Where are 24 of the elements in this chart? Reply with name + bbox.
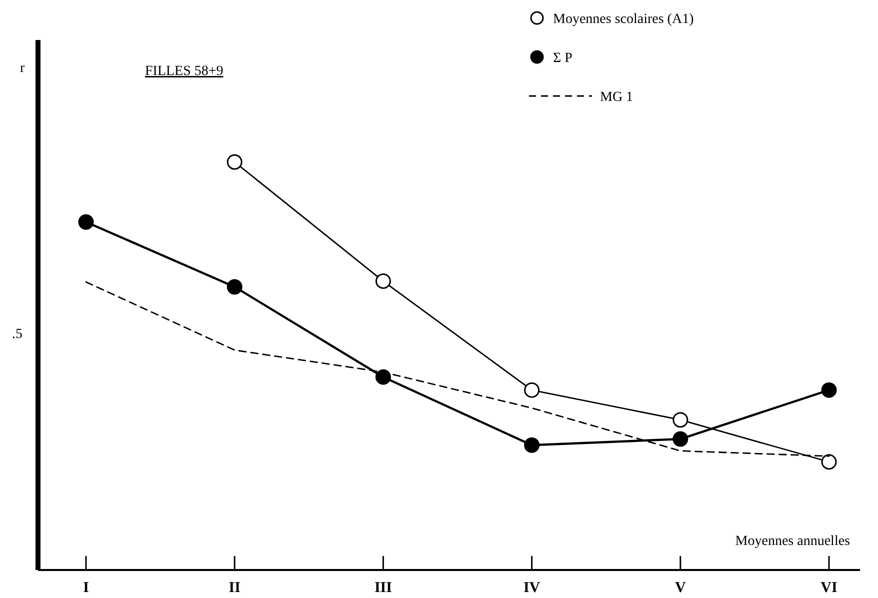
legend-label: Σ P [553,51,573,66]
point [375,273,391,289]
x-tick-label: V [674,580,686,596]
point [524,437,540,453]
text: r [20,61,25,76]
x-tick-label: III [374,580,392,596]
point [821,454,837,470]
point [226,279,242,295]
chart-title: FILLES 58+9 [145,64,224,79]
x-tick-label: IV [523,580,540,596]
point [672,431,688,447]
point [524,382,540,398]
x-tick-label: II [228,580,241,596]
x-axis-title: Moyennes annuelles [735,534,850,549]
text: .5 [12,327,22,342]
legend-label: MG 1 [600,90,634,105]
x-tick-label: VI [820,580,838,596]
x-tick-label: I [83,580,90,596]
point [78,214,94,230]
legend-label: Moyennes scolaires (A1) [553,12,694,27]
point [226,154,242,170]
point [375,369,391,385]
point [821,382,837,398]
point [672,412,688,428]
